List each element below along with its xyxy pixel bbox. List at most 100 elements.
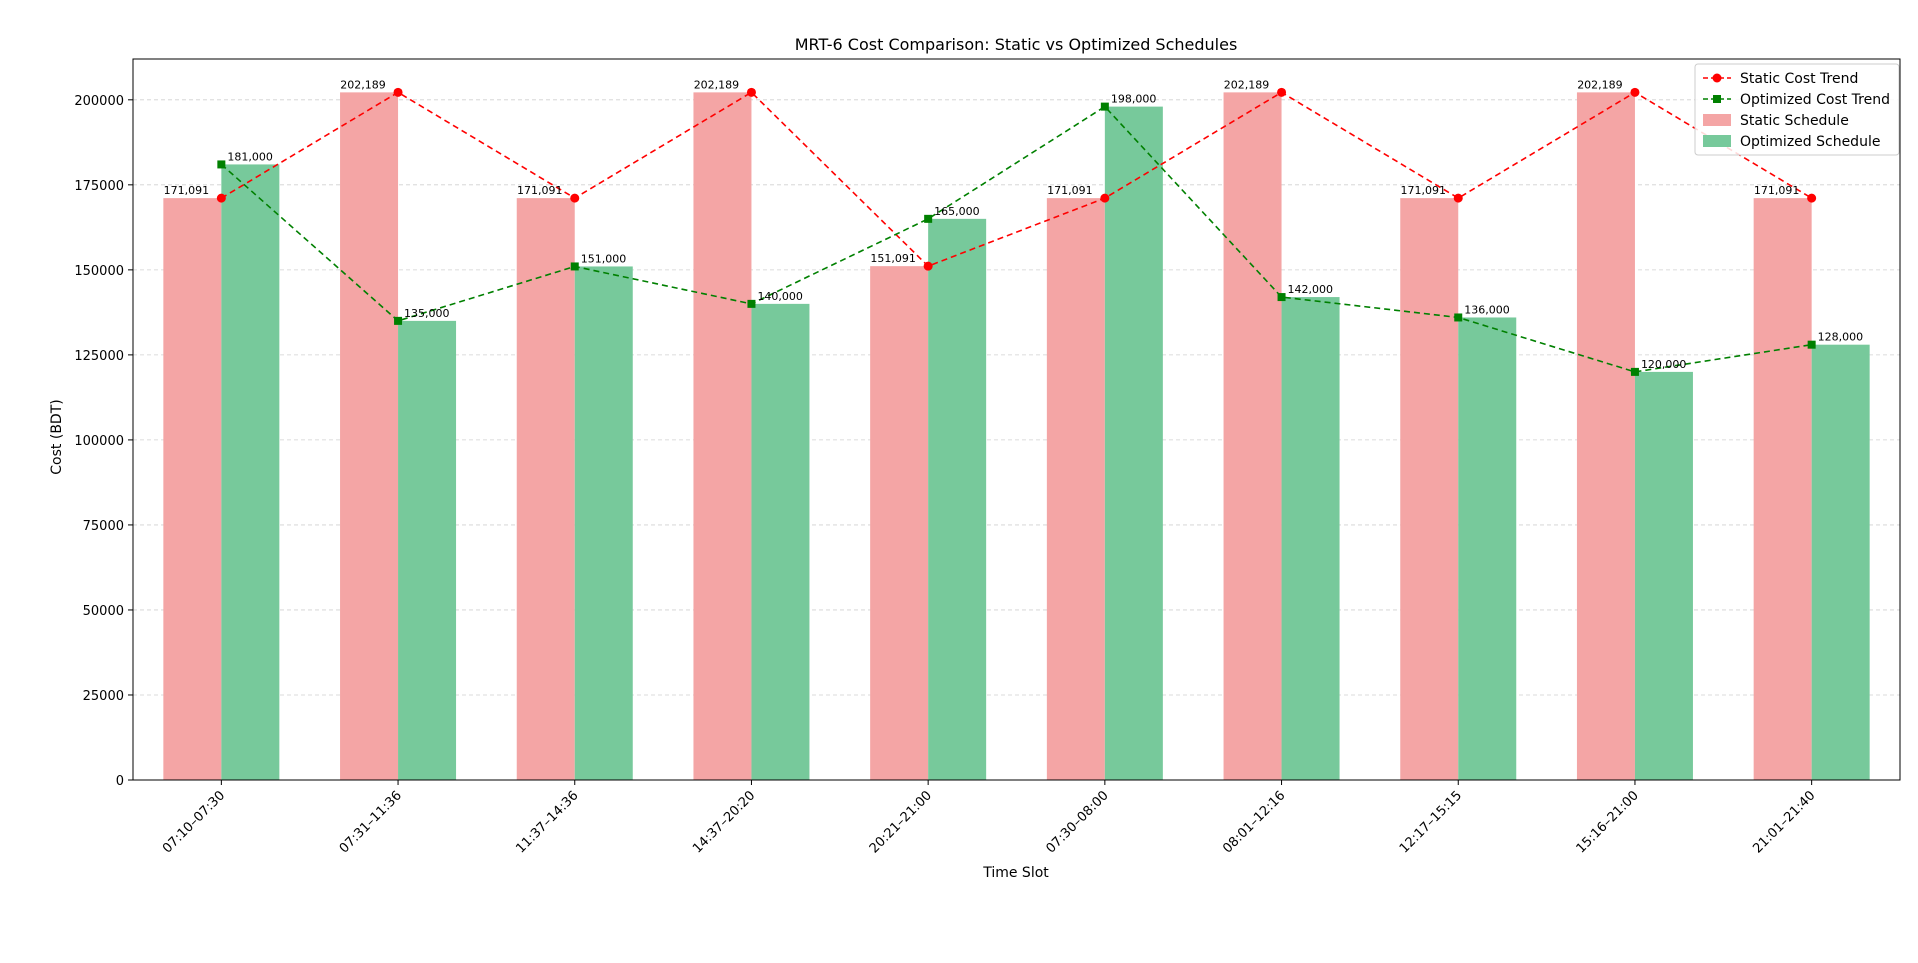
bar-optimized [1104,106,1163,780]
static-trend-point [1100,193,1110,203]
legend-marker [1713,95,1721,103]
bar-optimized [574,266,633,781]
static-value-label: 171,091 [517,184,563,197]
plot-frame [132,58,1901,781]
y-axis-label: Cost (BDT) [49,399,65,474]
bar-static [516,198,575,780]
y-tick-label: 75000 [83,519,124,534]
y-tick-label: 125000 [74,349,124,364]
bar-static [1223,92,1282,781]
legend-label: Optimized Cost Trend [1740,92,1890,108]
y-tick-label: 200000 [74,94,124,109]
bar-static [693,92,752,781]
chart-title: MRT-6 Cost Comparison: Static vs Optimiz… [795,35,1238,54]
legend-entry: Optimized Schedule [1703,134,1880,150]
optimized-trend-point [1277,293,1286,302]
legend-entry: Static Cost Trend [1703,71,1858,87]
static-trend-point [1453,193,1463,203]
x-tick-label: 21:01–21:40 [1750,788,1818,856]
bar-optimized [1811,344,1870,780]
optimized-trend-point [1100,102,1109,111]
x-tick-label: 20:21–21:00 [867,788,935,856]
legend-entry: Static Schedule [1703,113,1849,129]
optimized-trend-point [1630,367,1639,376]
bar-static [870,266,929,780]
optimized-trend-point [570,262,579,271]
static-trend-point [1630,87,1640,97]
legend-label: Optimized Schedule [1740,134,1880,150]
y-tick-label: 0 [116,774,124,789]
x-tick-label: 14:37–20:20 [690,788,758,856]
static-trend-point [393,87,403,97]
bar-optimized [221,164,280,780]
bar-optimized [928,218,987,780]
y-tick-label: 25000 [83,689,124,704]
x-tick-label: 07:30–08:00 [1043,788,1111,856]
legend-bar-swatch [1703,135,1731,147]
static-value-label: 171,091 [1047,184,1093,197]
legend-marker [1712,73,1722,83]
static-value-label: 171,091 [1401,184,1447,197]
optimized-trend-point [217,160,226,169]
static-trend-point [746,87,756,97]
static-trend-point [1807,193,1817,203]
trend-lines [216,87,1817,376]
static-trend-point [570,193,580,203]
static-value-label: 202,189 [1577,78,1623,91]
optimized-trend-point [394,316,403,325]
optimized-value-label: 165,000 [934,205,980,218]
y-tick-label: 175000 [74,179,124,194]
x-axis-label: Time Slot [982,865,1049,881]
static-value-label: 171,091 [1754,184,1800,197]
legend-label: Static Cost Trend [1740,71,1858,87]
legend-label: Static Schedule [1740,113,1849,129]
x-tick-label: 08:01–12:16 [1220,788,1288,856]
bar-static [1400,198,1459,780]
bar-static [1576,92,1635,781]
y-tick-label: 50000 [83,604,124,619]
optimized-value-label: 151,000 [581,252,627,265]
optimized-value-label: 181,000 [227,150,273,163]
legend: Static Cost Trend Optimized Cost Trend Sta… [1694,63,1900,156]
x-tick-label: 11:37–14:36 [513,788,581,856]
legend-entry: Optimized Cost Trend [1703,92,1890,108]
optimized-trend-point [747,299,756,308]
static-value-label: 202,189 [694,78,740,91]
bar-static [1753,198,1812,780]
optimized-trend-line [220,105,1812,373]
static-value-label: 151,091 [870,252,916,265]
x-tick-label: 07:10–07:30 [160,788,228,856]
optimized-value-label: 142,000 [1288,283,1334,296]
bar-static [163,198,222,780]
bar-optimized [1458,317,1517,780]
y-tick-label: 100000 [74,434,124,449]
optimized-trend-point [1807,340,1816,349]
static-value-label: 202,189 [1224,78,1270,91]
bar-static [1046,198,1105,780]
static-value-label: 171,091 [164,184,210,197]
optimized-value-label: 198,000 [1111,93,1157,106]
optimized-value-label: 140,000 [757,290,803,303]
optimized-value-label: 136,000 [1464,303,1510,316]
optimized-trend-point [924,214,933,223]
x-tick-label: 15:16–21:00 [1574,788,1642,856]
x-tick-label: 07:31–11:36 [337,788,405,856]
optimized-value-label: 120,000 [1641,358,1687,371]
legend-bar-swatch [1703,114,1731,126]
legend-box [1694,63,1900,156]
bar-optimized [398,320,457,780]
static-trend-line [220,91,1813,268]
static-trend-point [216,193,226,203]
static-trend-point [1277,87,1287,97]
bar-optimized [1634,371,1693,780]
bar-optimized [751,303,810,780]
optimized-value-label: 128,000 [1818,331,1864,344]
y-tick-label: 150000 [74,264,124,279]
bar-optimized [1281,297,1340,780]
optimized-trend-point [1454,313,1463,322]
data-labels: 171,091 202,189 171,091 202,189 151,091 171,0… [164,78,1864,371]
bar-static [340,92,399,781]
static-trend-point [923,261,933,271]
x-tick-label: 12:17–15:15 [1397,788,1465,856]
